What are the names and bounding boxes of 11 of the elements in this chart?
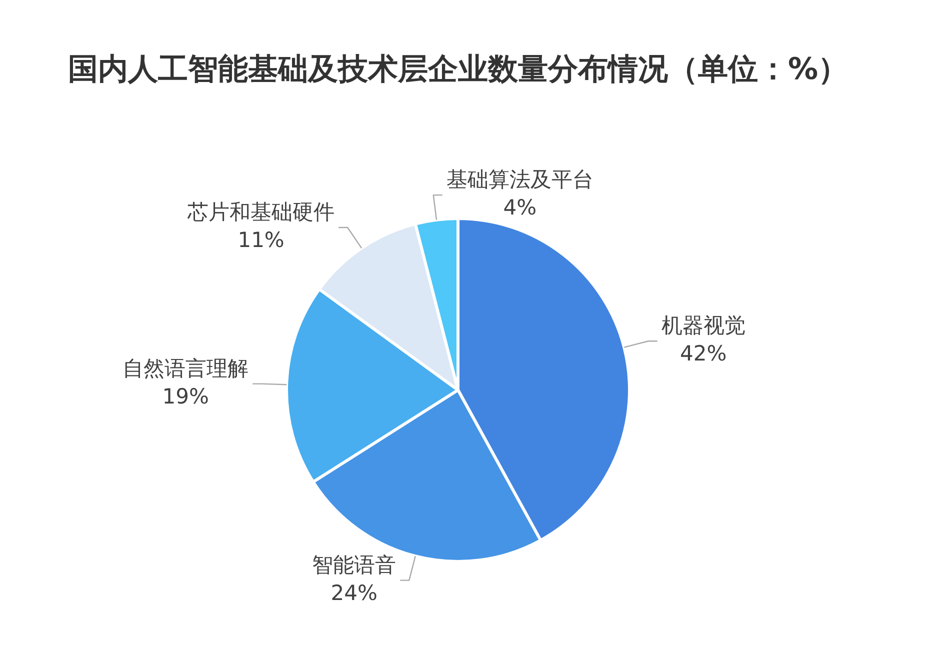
slice-label: 芯片和基础硬件 bbox=[186, 200, 335, 224]
slice-label: 基础算法及平台 bbox=[446, 168, 594, 192]
slice-label: 智能语音 bbox=[312, 552, 396, 577]
data-label: 19% bbox=[162, 384, 209, 408]
slice-label: 自然语言理解 bbox=[122, 356, 249, 380]
data-label: 42% bbox=[680, 342, 727, 366]
data-label: 4% bbox=[503, 196, 537, 220]
slice-label: 机器视觉 bbox=[661, 314, 746, 338]
data-label: 24% bbox=[330, 580, 378, 605]
data-label: 11% bbox=[238, 228, 284, 252]
chart-title: 国内人工智能基础及技术层企业数量分布情况（单位：%） bbox=[68, 51, 848, 89]
